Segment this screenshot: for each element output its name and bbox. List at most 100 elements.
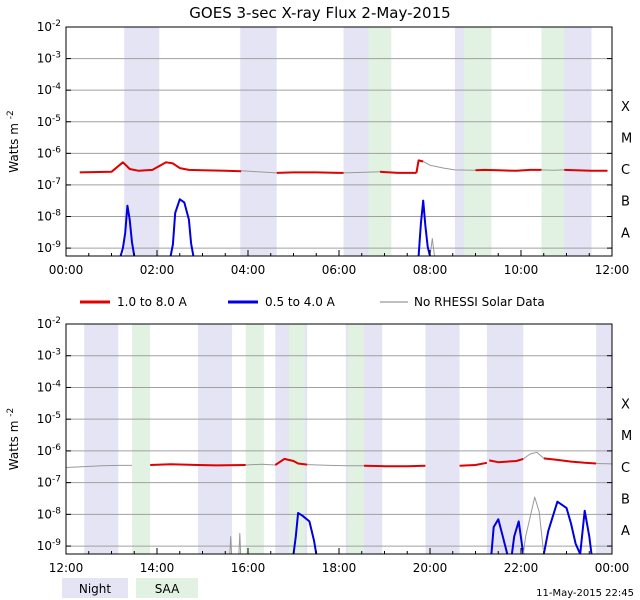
y-tick-label: 10-4	[37, 82, 62, 97]
saa-band	[131, 324, 151, 554]
legend-label-short: 0.5 to 4.0 A	[265, 295, 336, 309]
saa-band	[464, 27, 492, 256]
y-tick-label: 10-8	[37, 506, 62, 521]
night-band	[486, 324, 524, 554]
flare-class-label: M	[621, 429, 632, 444]
y-axis-label: Watts m -2	[6, 110, 21, 172]
flare-class-label: A	[621, 524, 630, 539]
series-short-line	[579, 509, 593, 554]
x-tick-label: 06:00	[322, 263, 357, 277]
x-tick-label: 10:00	[504, 263, 539, 277]
series-nodata-line	[429, 238, 435, 256]
generated-timestamp: 11-May-2015 22:45	[536, 588, 634, 599]
series-long-line	[415, 159, 424, 174]
y-axis-label: Watts m -2	[6, 408, 21, 470]
y-tick-label: 10-2	[37, 19, 61, 34]
saa-band	[348, 324, 365, 554]
night-band	[561, 27, 592, 256]
saa-band	[288, 324, 305, 554]
legend-label-long: 1.0 to 8.0 A	[117, 295, 188, 309]
panel-2: 10-2 10-3 10-4 10-5 10-6 10-7 10-8 10-9 X M C B A 12:…	[6, 316, 632, 575]
saa-band	[245, 324, 264, 554]
x-tick-label: 16:00	[231, 561, 266, 575]
night-key-label: Night	[79, 582, 112, 596]
night-band	[84, 324, 119, 554]
night-key-swatch	[62, 578, 128, 598]
series-nodata-line	[238, 532, 242, 554]
x-tick-label: 00:00	[49, 263, 84, 277]
x-tick-label: 08:00	[413, 263, 448, 277]
y-tick-label: 10-5	[37, 114, 61, 129]
y-tick-label: 10-8	[37, 209, 62, 224]
y-tick-label: 10-2	[37, 316, 61, 331]
y-tick-label: 10-9	[37, 240, 62, 255]
flare-class-label: C	[621, 163, 630, 178]
series-short-line	[490, 518, 509, 554]
x-tick-label: 02:00	[140, 263, 175, 277]
series-short-line	[292, 512, 318, 554]
series-long-line	[543, 457, 597, 465]
saa-key-label: SAA	[155, 582, 180, 596]
series-long-line	[276, 171, 344, 174]
series-long-line	[79, 161, 242, 174]
legend-label-nodata: No RHESSI Solar Data	[414, 295, 545, 309]
panel-1: 10-2 10-3 10-4 10-5 10-6 10-7 10-8 10-9 X M C B A 00:…	[6, 19, 632, 277]
series-short-line	[169, 198, 195, 256]
x-tick-label: 22:00	[504, 561, 539, 575]
chart-title: GOES 3-sec X-ray Flux 2-May-2015	[189, 4, 450, 22]
x-tick-label: 12:00	[595, 263, 630, 277]
series-short-line	[542, 500, 582, 554]
flare-class-label: X	[621, 397, 630, 412]
series-long-line	[459, 461, 488, 467]
y-tick-label: 10-9	[37, 538, 62, 553]
y-tick-label: 10-7	[37, 475, 61, 490]
y-tick-label: 10-3	[37, 348, 61, 363]
series-short-line	[119, 204, 136, 256]
series-nodata-line	[522, 496, 545, 554]
flare-class-label: B	[621, 492, 630, 507]
series-short-line	[510, 520, 525, 554]
saa-band	[368, 27, 392, 256]
series-long-line	[150, 463, 246, 467]
series-nodata-line	[422, 161, 476, 171]
y-tick-label: 10-6	[37, 145, 62, 160]
y-tick-label: 10-6	[37, 443, 62, 458]
saa-key-swatch	[136, 578, 198, 598]
legend: 1.0 to 8.0 A 0.5 to 4.0 A No RHESSI Sola…	[80, 295, 545, 309]
series-nodata-line	[307, 464, 364, 467]
series-long-line	[274, 457, 308, 466]
x-tick-label: 04:00	[231, 263, 266, 277]
series-nodata-line	[229, 536, 233, 554]
series-nodata-line	[343, 171, 381, 174]
series-long-line	[489, 457, 524, 464]
night-band	[596, 324, 612, 554]
series-long-line	[475, 168, 542, 172]
x-tick-label: 14:00	[140, 561, 175, 575]
series-long-line	[379, 170, 417, 174]
y-tick-label: 10-7	[37, 177, 61, 192]
series-short-line	[417, 199, 431, 256]
series-long-line	[564, 168, 608, 172]
night-band	[197, 324, 233, 554]
flare-class-label: M	[621, 132, 632, 147]
series-nodata-line	[66, 464, 132, 468]
saa-band	[541, 27, 565, 256]
y-tick-label: 10-5	[37, 411, 61, 426]
flare-class-label: X	[621, 100, 630, 115]
night-band	[240, 27, 277, 256]
flare-class-label: B	[621, 195, 630, 210]
flare-class-label: A	[621, 226, 630, 241]
panels: 10-2 10-3 10-4 10-5 10-6 10-7 10-8 10-9 X M C B A 00:…	[6, 19, 632, 575]
y-tick-label: 10-3	[37, 51, 61, 66]
night-band	[425, 324, 460, 554]
x-tick-label: 20:00	[413, 561, 448, 575]
y-tick-label: 10-4	[37, 379, 62, 394]
x-tick-label: 18:00	[322, 561, 357, 575]
band-key: Night SAA	[62, 578, 198, 598]
x-tick-label: 00:00	[595, 561, 630, 575]
series-nodata-line	[241, 170, 277, 174]
series-nodata-line	[245, 463, 276, 466]
x-tick-label: 12:00	[49, 561, 84, 575]
series-nodata-line	[523, 451, 545, 460]
